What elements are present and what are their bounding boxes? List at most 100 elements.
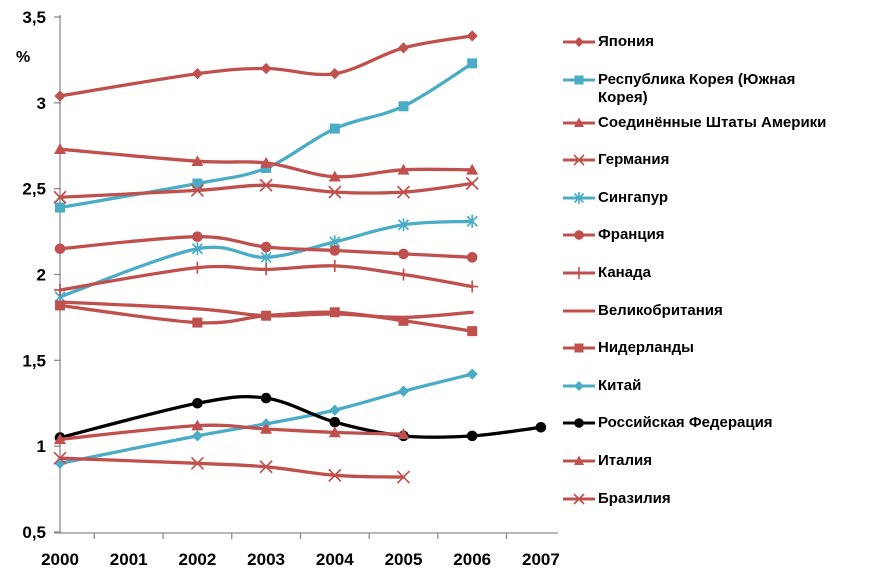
- x-tick-label: 2000: [41, 550, 79, 569]
- series-line-12: [58, 456, 406, 479]
- series-5-marker: [329, 245, 341, 256]
- series-8-marker: [467, 326, 478, 337]
- y-tick-label: 1: [37, 437, 46, 456]
- series-8-marker: [55, 300, 65, 311]
- series-1-marker: [398, 101, 409, 112]
- series-11-marker: [191, 419, 204, 431]
- legend-item: Великобритания: [563, 302, 863, 320]
- series-10-marker: [466, 430, 478, 442]
- series-1-marker: [467, 58, 478, 69]
- legend-item-label: Китай: [598, 376, 642, 394]
- series-8-marker: [398, 315, 409, 326]
- series-line-3: [58, 181, 474, 199]
- series-12-marker: [259, 460, 273, 474]
- series-2-marker: [54, 143, 66, 154]
- x-tick-label: 2002: [178, 550, 216, 569]
- y-axis-unit-label: %: [16, 49, 30, 66]
- plus-legend-marker-icon: [563, 266, 595, 279]
- x-tick-label: 2004: [316, 550, 354, 569]
- series-10-marker: [192, 397, 203, 409]
- y-tick-label: 3: [37, 94, 46, 113]
- series-5-marker: [54, 243, 66, 255]
- triangle-legend-marker-icon: [563, 117, 595, 127]
- series-3-marker: [465, 176, 479, 191]
- legend-item-label: Германия: [598, 151, 670, 169]
- asterisk-legend-marker-icon: [563, 191, 595, 204]
- legend-item-label: Соединённые Штаты Америки: [598, 113, 827, 131]
- line-chart: 3,5 3 2,5 2 1,5 1 0,5% 2000 2001 2002 2003 2004 2005…: [16, 8, 560, 569]
- legend-item-label: Сингапур: [598, 188, 669, 206]
- series-3-marker: [328, 185, 342, 199]
- y-tick-label: 0,5: [22, 523, 46, 542]
- legend-item: Сингапур: [563, 189, 863, 207]
- series-line-1: [58, 61, 474, 210]
- series-5-marker: [192, 231, 203, 243]
- series-12-marker: [190, 456, 205, 470]
- x-tick-label: 2003: [247, 550, 285, 569]
- series-11-marker: [328, 426, 341, 438]
- series-2-marker: [328, 170, 341, 182]
- series-5-marker: [466, 252, 478, 263]
- series-9-marker: [54, 457, 66, 469]
- series-2-marker: [191, 155, 204, 166]
- y-tick-label: 3,5: [22, 8, 46, 27]
- series-5-marker: [398, 248, 409, 260]
- circle-legend-marker-icon: [563, 418, 595, 429]
- series-10-marker: [329, 416, 341, 428]
- series-12-marker: [328, 468, 342, 482]
- series-line-11: [58, 423, 406, 441]
- series-10-marker: [535, 421, 547, 433]
- y-tick-label: 1,5: [22, 351, 46, 370]
- series-3-marker: [190, 183, 205, 197]
- series-8-marker: [329, 307, 340, 318]
- series-2-marker: [466, 163, 479, 175]
- circle-legend-marker-icon: [563, 230, 595, 241]
- series-0-marker: [260, 62, 272, 75]
- series-12-marker: [396, 470, 411, 484]
- legend-item-label: Нидерланды: [598, 339, 694, 357]
- legend-item: Республика Корея (Южная Корея): [563, 71, 863, 107]
- series-11-marker: [54, 433, 66, 445]
- legend-item: Франция: [563, 226, 863, 244]
- series-9-marker: [191, 430, 203, 442]
- y-tick-label: 2,5: [22, 180, 46, 199]
- legend-item: Российская Федерация: [563, 414, 863, 432]
- legend-item: Италия: [563, 452, 863, 470]
- legend-item: Соединённые Штаты Америки: [563, 114, 863, 132]
- x-legend-marker-icon: [563, 154, 595, 166]
- series-5-marker: [260, 241, 272, 253]
- series-11-marker: [260, 423, 273, 434]
- series-2-marker: [397, 163, 410, 175]
- legend-item: Нидерланды: [563, 339, 863, 357]
- none-legend-marker-icon: [563, 309, 595, 313]
- y-tick-label: 2: [37, 266, 46, 285]
- legend-item: Канада: [563, 264, 863, 282]
- series-0-marker: [466, 30, 478, 42]
- series-8-marker: [192, 317, 203, 328]
- legend-item-label: Франция: [598, 226, 665, 244]
- legend-item-label: Великобритания: [598, 301, 723, 319]
- series-8-marker: [261, 310, 272, 321]
- series-3-marker: [53, 190, 67, 204]
- series-9-marker: [397, 385, 410, 397]
- x-tick-label: 2007: [522, 550, 560, 569]
- legend-item-label: Канада: [598, 263, 651, 281]
- series-1-marker: [55, 202, 65, 213]
- series-1-marker: [329, 123, 340, 134]
- x-legend-marker-icon: [563, 492, 595, 505]
- legend-item-label: Бразилия: [598, 489, 671, 507]
- legend-item-label: Италия: [598, 451, 652, 469]
- x-tick-label: 2001: [110, 550, 148, 569]
- diamond-legend-marker-icon: [563, 37, 595, 47]
- triangle-legend-marker-icon: [563, 455, 595, 465]
- legend-item: Япония: [563, 33, 863, 51]
- series-3-marker: [259, 178, 273, 192]
- series-1-marker: [192, 178, 203, 189]
- series-0-marker: [329, 68, 341, 80]
- series-3-marker: [396, 185, 411, 199]
- square-legend-marker-icon: [563, 343, 595, 353]
- series-1-marker: [261, 163, 272, 174]
- legend-item-label: Российская Федерация: [598, 414, 773, 432]
- legend-item-label: Япония: [598, 33, 655, 50]
